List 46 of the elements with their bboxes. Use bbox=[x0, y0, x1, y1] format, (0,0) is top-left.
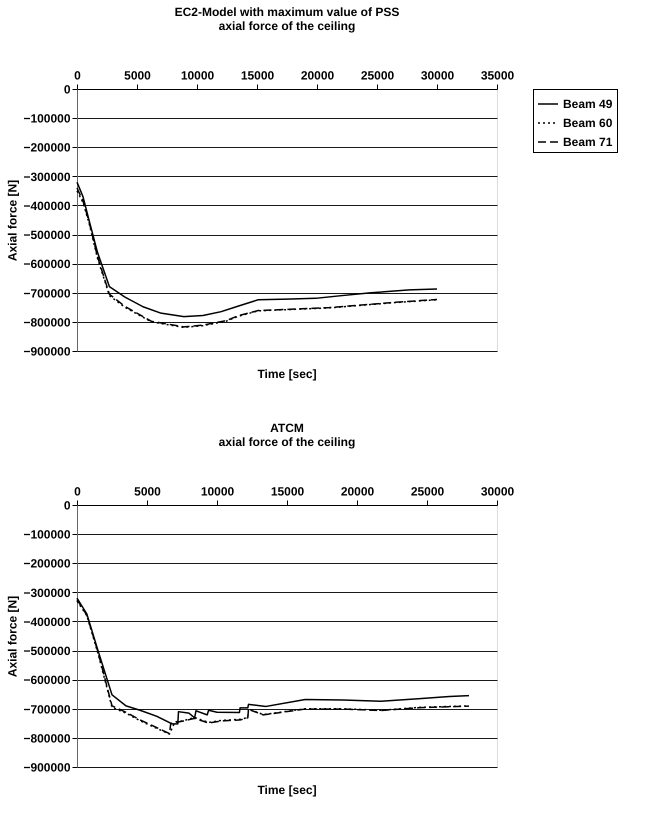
chart-title: EC2-Model with maximum value of PSS bbox=[174, 5, 400, 19]
y-tick-label: −400000 bbox=[23, 198, 71, 213]
x-axis-title: Time [sec] bbox=[257, 783, 317, 797]
y-tick-label: −700000 bbox=[23, 286, 71, 300]
y-tick-label: −500000 bbox=[23, 644, 71, 658]
x-tick-label: 15000 bbox=[240, 68, 275, 82]
x-tick-label: 5000 bbox=[134, 484, 162, 498]
x-tick-label: 10000 bbox=[180, 68, 215, 82]
x-tick-label: 35000 bbox=[480, 68, 515, 82]
x-tick-label: 25000 bbox=[410, 484, 445, 498]
x-axis-title: Time [sec] bbox=[257, 367, 317, 381]
y-tick-label: −900000 bbox=[23, 344, 71, 358]
y-tick-label: −100000 bbox=[23, 528, 71, 542]
legend-label: Beam 60 bbox=[563, 116, 613, 130]
x-tick-label: 10000 bbox=[200, 484, 235, 498]
y-tick-label: −600000 bbox=[23, 673, 71, 688]
y-tick-label: −500000 bbox=[23, 228, 71, 242]
x-tick-label: 15000 bbox=[270, 484, 305, 498]
y-tick-label: −100000 bbox=[23, 112, 71, 126]
x-tick-label: 20000 bbox=[340, 484, 375, 498]
y-axis-title: Axial force [N] bbox=[5, 596, 20, 678]
legend-label: Beam 49 bbox=[563, 97, 613, 111]
chart-subtitle: axial force of the ceiling bbox=[218, 435, 356, 449]
y-tick-label: 0 bbox=[64, 498, 71, 512]
legend-label: Beam 71 bbox=[563, 135, 613, 149]
x-tick-label: 30000 bbox=[420, 68, 455, 82]
x-tick-label: 25000 bbox=[360, 68, 395, 82]
y-tick-label: −600000 bbox=[23, 257, 71, 272]
y-tick-label: −800000 bbox=[23, 315, 71, 330]
x-tick-label: 30000 bbox=[480, 484, 515, 498]
y-tick-label: −200000 bbox=[23, 556, 71, 571]
x-tick-label: 20000 bbox=[300, 68, 335, 82]
chart-subtitle: axial force of the ceiling bbox=[218, 19, 356, 33]
y-axis-title: Axial force [N] bbox=[5, 180, 20, 262]
chart-title: ATCM bbox=[270, 421, 304, 435]
x-tick-label: 0 bbox=[74, 68, 82, 82]
x-tick-label: 5000 bbox=[124, 68, 152, 82]
y-tick-label: −900000 bbox=[23, 760, 71, 774]
x-tick-label: 0 bbox=[74, 484, 82, 498]
y-tick-label: −400000 bbox=[23, 614, 71, 629]
y-tick-label: 0 bbox=[64, 82, 71, 96]
y-tick-label: −300000 bbox=[23, 170, 71, 184]
y-tick-label: −800000 bbox=[23, 731, 71, 746]
y-tick-label: −200000 bbox=[23, 140, 71, 155]
y-tick-label: −300000 bbox=[23, 586, 71, 600]
y-tick-label: −700000 bbox=[23, 702, 71, 716]
